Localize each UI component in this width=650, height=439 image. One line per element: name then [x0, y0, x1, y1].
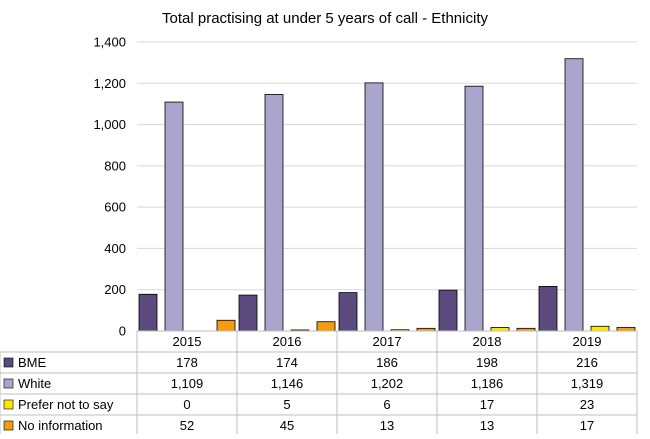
bar: [364, 82, 384, 332]
legend-swatch: [3, 378, 14, 389]
y-axis: 0 200 400 600 800 1,000 1,200 1,400: [93, 35, 637, 339]
data-label: 186: [376, 355, 398, 370]
y-tick-label: 0: [119, 324, 126, 339]
data-label: 5: [283, 397, 290, 412]
bar: [164, 101, 184, 332]
gridlines: [137, 41, 637, 291]
bar: [316, 321, 336, 332]
y-tick-label: 1,400: [93, 35, 126, 50]
data-label: 1,186: [471, 376, 504, 391]
y-tick-label: 200: [104, 282, 126, 297]
legend-label: Prefer not to say: [18, 397, 114, 412]
legend-swatch: [3, 420, 14, 431]
bar: [490, 327, 510, 332]
data-label: 23: [580, 397, 594, 412]
data-label: 1,319: [571, 376, 604, 391]
bar: [138, 293, 158, 332]
chart-title: Total practising at under 5 years of cal…: [162, 10, 488, 27]
bar: [564, 58, 584, 332]
data-table: 2015 2016 2017 2018 2019 BME 178 174 186 198 216 Wh…: [0, 330, 638, 437]
bar: [216, 319, 236, 332]
y-tick-label: 600: [104, 200, 126, 215]
legend-swatch: [3, 357, 14, 368]
y-tick-label: 800: [104, 158, 126, 173]
data-label: 13: [380, 418, 394, 433]
data-label: 17: [580, 418, 594, 433]
data-label: 198: [476, 355, 498, 370]
y-tick-label: 1,200: [93, 76, 126, 91]
data-label: 216: [576, 355, 598, 370]
data-label: 13: [480, 418, 494, 433]
bar: [464, 85, 484, 332]
data-label: 174: [276, 355, 298, 370]
data-label: 178: [176, 355, 198, 370]
data-label: 52: [180, 418, 194, 433]
bar: [438, 289, 458, 332]
data-label: 0: [183, 397, 190, 412]
data-label: 1,146: [271, 376, 304, 391]
bar: [538, 286, 558, 332]
x-tick-label: 2019: [573, 334, 602, 349]
bar: [590, 325, 610, 332]
x-tick-label: 2017: [373, 334, 402, 349]
y-tick-label: 1,000: [93, 117, 126, 132]
data-label: 1,202: [371, 376, 404, 391]
data-label: 6: [383, 397, 390, 412]
bar: [264, 94, 284, 332]
data-label: 1,109: [171, 376, 204, 391]
y-tick-label: 400: [104, 241, 126, 256]
bar: [238, 294, 258, 332]
legend-label: White: [18, 376, 51, 391]
x-tick-label: 2018: [473, 334, 502, 349]
data-label: 17: [480, 397, 494, 412]
data-label: 45: [280, 418, 294, 433]
legend-swatch: [3, 399, 14, 410]
legend-label: No information: [18, 418, 103, 433]
bar: [338, 292, 358, 332]
x-tick-label: 2015: [173, 334, 202, 349]
bar: [616, 327, 636, 332]
x-tick-label: 2016: [273, 334, 302, 349]
legend-label: BME: [18, 355, 47, 370]
